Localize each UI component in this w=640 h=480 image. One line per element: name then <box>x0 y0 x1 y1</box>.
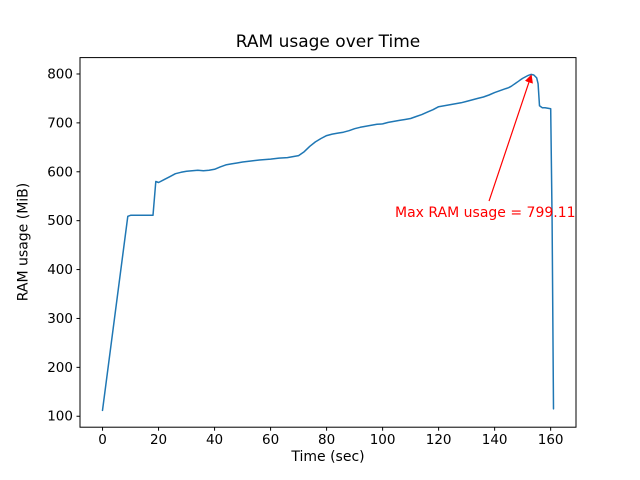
y-tick-label: 500 <box>47 213 73 229</box>
y-tick-label: 300 <box>47 311 73 327</box>
x-tick-label: 40 <box>206 432 223 448</box>
y-tick-label: 400 <box>47 262 73 278</box>
annotation-arrow <box>488 74 533 202</box>
y-tick-label: 200 <box>47 360 73 376</box>
ram-usage-line <box>101 73 555 412</box>
y-axis-label: RAM usage (MiB) <box>15 182 32 302</box>
x-tick-label: 100 <box>370 432 396 448</box>
y-tick-label: 100 <box>47 409 73 425</box>
max-ram-annotation: Max RAM usage = 799.11 <box>395 205 576 221</box>
x-axis-label: Time (sec) <box>291 449 365 465</box>
x-tick-label: 160 <box>538 432 564 448</box>
x-tick-label: 20 <box>150 432 167 448</box>
x-tick-label: 120 <box>426 432 452 448</box>
x-tick-label: 140 <box>482 432 508 448</box>
y-tick-label: 800 <box>47 66 73 82</box>
x-tick-label: 80 <box>318 432 335 448</box>
y-tick-label: 600 <box>47 164 73 180</box>
y-tick-label: 700 <box>47 115 73 131</box>
chart-title: RAM usage over Time <box>235 32 421 52</box>
x-tick-label: 0 <box>98 432 107 448</box>
axes-spines <box>79 57 577 428</box>
x-tick-label: 60 <box>262 432 279 448</box>
